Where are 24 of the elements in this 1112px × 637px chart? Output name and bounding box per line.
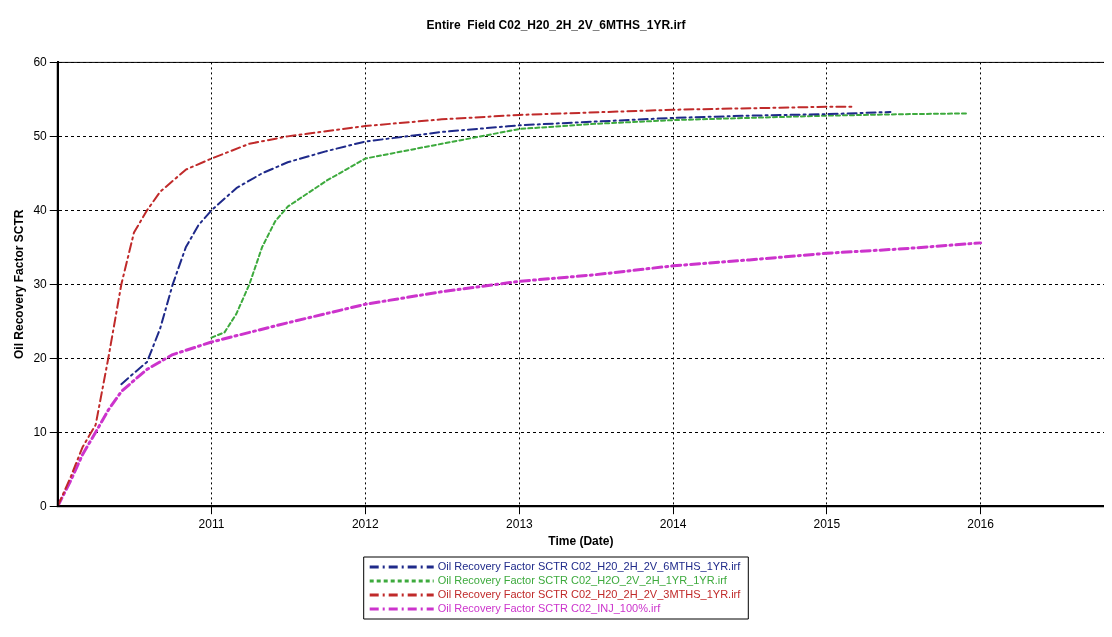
line-series xyxy=(57,105,853,507)
x-tick-label: 2015 xyxy=(813,516,841,531)
y-tick-label: 20 xyxy=(33,350,48,365)
y-tick-label: 30 xyxy=(33,276,48,291)
chart-title: Entire Field C02_H20_2H_2V_6MTHS_1YR.irf xyxy=(426,17,687,32)
line-series xyxy=(120,110,892,386)
y-tick-label: 50 xyxy=(33,128,48,143)
x-tick-label: 2016 xyxy=(967,516,995,531)
y-tick-label: 60 xyxy=(33,54,48,69)
text: Oil Recovery Factor SCTR C02_H20_2H_2V_6MTHS_1YR.irf xyxy=(437,560,742,573)
text: Oil Recovery Factor SCTR C02_H20_2H_2V_3MTHS_1YR.irf xyxy=(437,588,742,601)
y-axis-title: Oil Recovery Factor SCTR xyxy=(11,209,26,359)
y-tick-label: 10 xyxy=(33,424,48,439)
y-tick-label: 0 xyxy=(40,498,48,513)
line-series xyxy=(57,241,983,507)
x-tick-label: 2013 xyxy=(506,516,534,531)
x-axis-title: Time (Date) xyxy=(548,534,614,549)
y-tick-label: 40 xyxy=(33,202,48,217)
line-series xyxy=(210,112,969,339)
x-tick-label: 2014 xyxy=(659,516,687,531)
x-tick-label: 2011 xyxy=(198,516,225,531)
text: Oil Recovery Factor SCTR C02_INJ_100%.irf xyxy=(437,602,662,615)
text: Oil Recovery Factor SCTR C02_H2O_2V_2H_1YR_1YR.irf xyxy=(437,574,728,587)
x-tick-label: 2012 xyxy=(351,516,379,531)
